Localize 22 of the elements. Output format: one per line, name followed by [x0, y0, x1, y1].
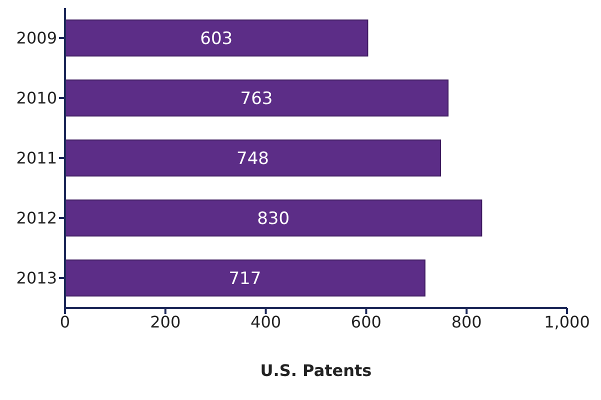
bar	[65, 80, 449, 116]
x-tick-label: 200	[150, 312, 181, 332]
y-tick-label: 2011	[16, 148, 57, 168]
x-tick-label: 600	[350, 312, 382, 332]
bar	[65, 200, 482, 236]
x-tick-label: 1,000	[544, 312, 590, 332]
x-axis-title: U.S. Patents	[260, 361, 372, 380]
data-label: 717	[228, 269, 262, 290]
data-label: 603	[200, 29, 233, 50]
bar	[65, 140, 441, 176]
x-tick-label: 0	[60, 312, 70, 332]
y-tick-label: 2010	[16, 88, 57, 108]
x-tick-label: 400	[250, 312, 282, 332]
y-tick-label: 2009	[16, 28, 57, 48]
bar	[65, 260, 426, 296]
data-label: 830	[257, 209, 290, 230]
y-tick-label: 2013	[16, 268, 57, 288]
bar	[65, 20, 368, 56]
x-tick-label: 800	[451, 312, 482, 332]
y-tick-label: 2012	[16, 208, 57, 228]
data-label: 748	[236, 149, 269, 170]
data-label: 763	[240, 89, 273, 110]
